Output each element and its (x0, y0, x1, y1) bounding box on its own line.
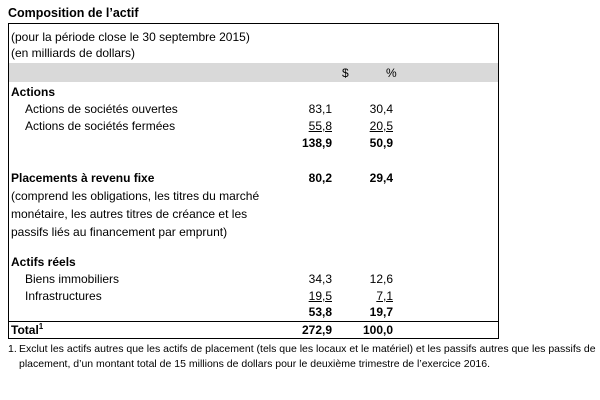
section-heading: Actions (11, 85, 56, 99)
period-line: (pour la période close le 30 septembre 2… (11, 30, 250, 44)
row-label: Biens immobiliers (25, 272, 120, 286)
table-row: Biens immobiliers 34,3 12,6 (9, 271, 498, 288)
row-percent: 20,5 (369, 119, 393, 133)
section-row-fixed-income: Placements à revenu fixe 80,2 29,4 (9, 170, 498, 187)
column-header-dollar: $ (342, 66, 349, 80)
subtotal-row: 53,8 19,7 (9, 304, 498, 321)
row-amount: 55,8 (308, 119, 332, 133)
footnote-text: Exclut les actifs autres que les actifs … (19, 343, 596, 370)
asset-composition-table: (pour la période close le 30 septembre 2… (8, 23, 499, 339)
total-percent: 100,0 (362, 323, 393, 337)
table-row: Actions de sociétés ouvertes 83,1 30,4 (9, 101, 498, 118)
column-header-percent: % (386, 66, 397, 80)
table-row: Infrastructures 19,5 7,1 (9, 288, 498, 305)
section-row-real-assets: Actifs réels (9, 254, 498, 271)
row-percent: 30,4 (369, 102, 393, 116)
section-heading: Placements à revenu fixe (11, 171, 155, 185)
subtotal-amount: 53,8 (308, 305, 332, 319)
footnote-marker: 1 (38, 322, 44, 331)
row-label: Infrastructures (25, 289, 102, 303)
total-label: Total1 (11, 322, 43, 339)
column-header-band: $ % (9, 63, 498, 82)
row-percent: 7,1 (376, 289, 393, 303)
row-amount: 80,2 (308, 171, 332, 185)
row-amount: 19,5 (308, 289, 332, 303)
fixed-income-description: (comprend les obligations, les titres du… (11, 187, 259, 241)
total-label-text: Total (11, 323, 39, 337)
total-amount: 272,9 (301, 323, 332, 337)
description-line: passifs liés au financement par emprunt) (11, 225, 228, 239)
total-divider (9, 321, 498, 322)
period-caption: (pour la période close le 30 septembre 2… (11, 29, 250, 61)
table-title: Composition de l’actif (8, 6, 139, 20)
footnote-number: 1. (8, 343, 17, 355)
row-amount: 83,1 (308, 102, 332, 116)
row-amount: 34,3 (308, 272, 332, 286)
subtotal-percent: 19,7 (369, 305, 393, 319)
section-row-actions: Actions (9, 84, 498, 101)
section-heading: Actifs réels (11, 255, 76, 269)
table-row: Actions de sociétés fermées 55,8 20,5 (9, 118, 498, 135)
total-row: Total1 272,9 100,0 (9, 322, 498, 339)
subtotal-row: 138,9 50,9 (9, 135, 498, 152)
row-label: Actions de sociétés ouvertes (25, 102, 178, 116)
subtotal-amount: 138,9 (301, 136, 332, 150)
description-line: (comprend les obligations, les titres du… (11, 189, 260, 203)
row-label: Actions de sociétés fermées (25, 119, 176, 133)
units-line: (en milliards de dollars) (11, 46, 136, 60)
footnote: 1. Exclut les actifs autres que les acti… (8, 342, 596, 372)
description-line: monétaire, les autres titres de créance … (11, 207, 248, 221)
row-percent: 29,4 (369, 171, 393, 185)
row-percent: 12,6 (369, 272, 393, 286)
subtotal-percent: 50,9 (369, 136, 393, 150)
